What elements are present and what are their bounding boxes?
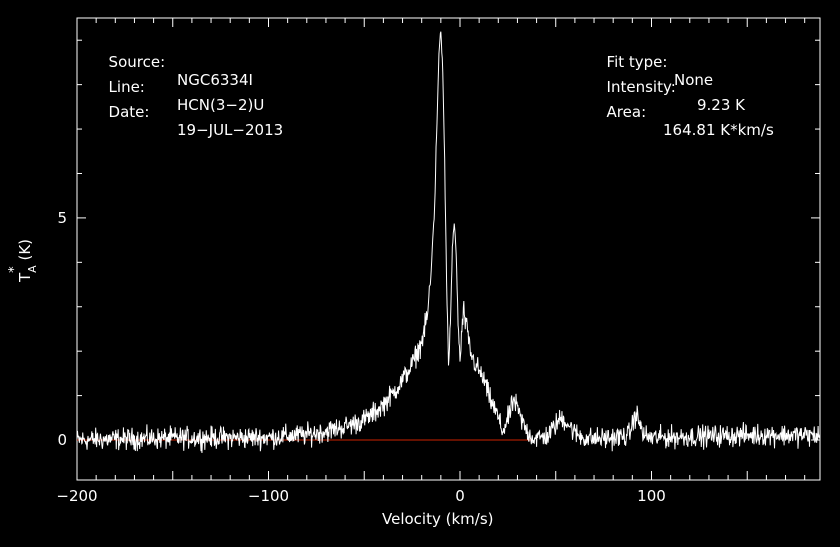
tick-labels: −200 −100 0 100 0 5 <box>56 209 665 505</box>
intensity-label: Intensity: <box>606 78 676 96</box>
date-label: Date: <box>108 103 150 121</box>
y-axis-symbol: T <box>16 272 34 282</box>
y-tick-label: 5 <box>57 209 67 227</box>
header-date: Date: 19−JUL−2013 <box>99 85 284 139</box>
x-axis-label: Velocity (km/s) <box>382 510 494 528</box>
y-axis-subscript: A <box>26 265 39 273</box>
y-axis-unit: (K) <box>16 238 34 261</box>
y-axis-superscript: * <box>7 266 22 273</box>
date-value: 19−JUL−2013 <box>177 121 284 139</box>
header-intensity: Intensity: 9.23 K <box>597 60 745 114</box>
line-value: HCN(3−2)U <box>177 96 265 114</box>
axis-ticks <box>76 18 820 480</box>
x-tick-label: 0 <box>455 487 465 505</box>
source-value: NGC6334I <box>177 71 253 89</box>
plot-frame <box>76 17 821 481</box>
area-value: 164.81 K*km/s <box>663 121 774 139</box>
header-source: Source: NGC6334I <box>99 35 253 89</box>
source-label: Source: <box>108 53 166 71</box>
header-fit-type: Fit type: None <box>597 35 714 89</box>
spectrum-line <box>76 31 821 453</box>
x-tick-label: −100 <box>248 487 289 505</box>
x-tick-label: 100 <box>637 487 666 505</box>
intensity-value: 9.23 K <box>697 96 746 114</box>
header-area: Area: 164.81 K*km/s <box>597 85 774 139</box>
line-label: Line: <box>108 78 145 96</box>
x-tick-label: −200 <box>56 487 97 505</box>
fit-type-value: None <box>674 71 714 89</box>
area-label: Area: <box>606 103 647 121</box>
fit-type-label: Fit type: <box>606 53 668 71</box>
header-line: Line: HCN(3−2)U <box>99 60 265 114</box>
y-axis-label: T * A (K) <box>7 222 56 282</box>
y-tick-label: 0 <box>57 431 67 449</box>
